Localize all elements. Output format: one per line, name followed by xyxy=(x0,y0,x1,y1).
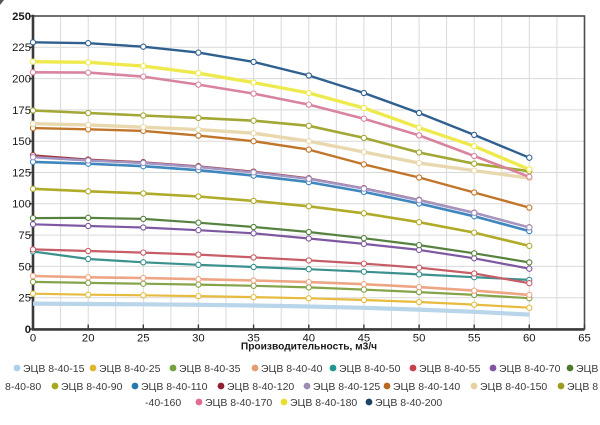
svg-text:250: 250 xyxy=(12,11,31,23)
svg-text:ЭЦВ 8-40-50: ЭЦВ 8-40-50 xyxy=(339,363,401,375)
svg-text:Производительность, м3/ч: Производительность, м3/ч xyxy=(241,341,377,352)
svg-text:ЭЦВ 8-40-125: ЭЦВ 8-40-125 xyxy=(313,381,380,393)
svg-text:ЭЦВ 8-40-55: ЭЦВ 8-40-55 xyxy=(419,363,481,375)
svg-text:30: 30 xyxy=(192,333,205,345)
svg-text:40: 40 xyxy=(303,333,316,345)
svg-text:150: 150 xyxy=(12,136,31,148)
svg-text:ЭЦВ 8-40-40: ЭЦВ 8-40-40 xyxy=(261,363,323,375)
svg-text:ЭЦВ 8: ЭЦВ 8 xyxy=(567,381,598,393)
svg-text:125: 125 xyxy=(12,167,31,179)
svg-text:45: 45 xyxy=(358,333,371,345)
svg-text:55: 55 xyxy=(468,333,481,345)
svg-text:65: 65 xyxy=(578,333,591,345)
svg-text:50: 50 xyxy=(18,261,31,273)
svg-text:175: 175 xyxy=(12,105,31,117)
svg-text:ЭЦВ 8-40-170: ЭЦВ 8-40-170 xyxy=(205,397,272,409)
svg-text:ЭЦВ 8-40-90: ЭЦВ 8-40-90 xyxy=(61,381,123,393)
svg-text:75: 75 xyxy=(18,230,31,242)
svg-text:ЭЦВ 8-40-35: ЭЦВ 8-40-35 xyxy=(179,363,241,375)
svg-text:8-40-80: 8-40-80 xyxy=(5,381,41,393)
svg-text:ЭЦВ 8-40-70: ЭЦВ 8-40-70 xyxy=(499,363,561,375)
svg-text:ЭЦВ 8-40-180: ЭЦВ 8-40-180 xyxy=(290,397,357,409)
svg-text:ЭЦВ 8-40-120: ЭЦВ 8-40-120 xyxy=(227,381,294,393)
svg-text:100: 100 xyxy=(12,199,31,211)
svg-text:225: 225 xyxy=(12,42,31,54)
svg-text:ЭЦВ 8-40-110: ЭЦВ 8-40-110 xyxy=(141,381,208,393)
svg-text:ЭЦВ 8-40-140: ЭЦВ 8-40-140 xyxy=(393,381,460,393)
svg-text:0: 0 xyxy=(25,324,31,336)
svg-text:20: 20 xyxy=(82,333,95,345)
svg-text:25: 25 xyxy=(18,293,31,305)
svg-text:ЭЦВ 8-40-200: ЭЦВ 8-40-200 xyxy=(375,397,442,409)
svg-text:ЭЦВ 8-40-25: ЭЦВ 8-40-25 xyxy=(99,363,161,375)
svg-text:50: 50 xyxy=(413,333,426,345)
svg-text:ЭЦВ 8-40-150: ЭЦВ 8-40-150 xyxy=(480,381,547,393)
svg-text:25: 25 xyxy=(137,333,150,345)
svg-text:ЭЦВ 8-40-15: ЭЦВ 8-40-15 xyxy=(23,363,85,375)
svg-text:35: 35 xyxy=(247,333,260,345)
svg-text:200: 200 xyxy=(12,74,31,86)
svg-text:ЭЦВ: ЭЦВ xyxy=(576,363,598,375)
svg-text:-40-160: -40-160 xyxy=(145,397,181,409)
svg-text:0: 0 xyxy=(30,333,36,345)
svg-text:60: 60 xyxy=(523,333,536,345)
